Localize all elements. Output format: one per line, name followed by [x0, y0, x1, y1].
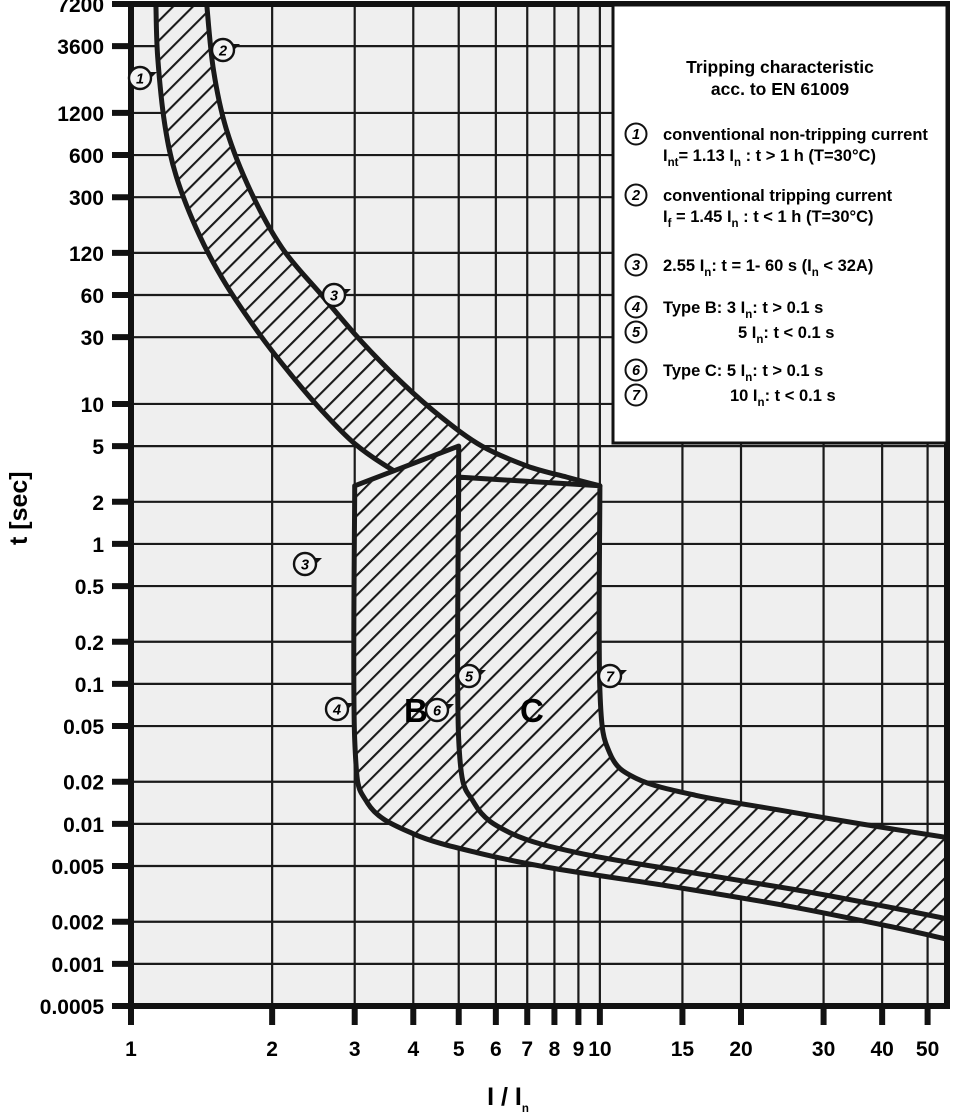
x-tick-label: 20 — [729, 1038, 752, 1061]
plot-frame — [128, 1, 950, 1009]
legend-entry-3: 3 2.55 In: t = 1- 60 s (In < 32A) — [624, 253, 873, 279]
y-tick-label: 7200 — [57, 0, 104, 17]
x-axis-title: I / In — [487, 1083, 529, 1115]
y-tick-label: 1 — [92, 534, 104, 557]
legend-marker-5: 5 — [632, 325, 641, 341]
legend-entry-4-line1: Type B: 3 In: t > 0.1 s — [663, 299, 823, 321]
x-tick-label: 7 — [521, 1038, 533, 1061]
callout-marker-label: 7 — [606, 670, 615, 686]
y-tick-label: 5 — [92, 436, 104, 459]
callout-marker-3a: 3 — [321, 282, 351, 308]
plot-callout-markers: 1 2 3 3 4 5 6 7 — [127, 37, 627, 723]
legend-entry-2: 2 conventional tripping current If = 1.4… — [624, 183, 893, 230]
x-tick-label: 5 — [453, 1038, 465, 1061]
y-tick-label: 0.0005 — [40, 996, 105, 1019]
x-axis-title-text: I / In — [487, 1083, 529, 1115]
y-tick-label: 0.005 — [51, 856, 104, 879]
y-tick-label: 0.1 — [75, 674, 105, 697]
axis-ticks — [112, 1, 931, 1025]
callout-marker-4: 4 — [324, 696, 354, 722]
legend-entry-6: 6 Type C: 5 In: t > 0.1 s — [624, 358, 823, 384]
legend-entry-7-line1: 10 In: t < 0.1 s — [730, 387, 836, 409]
x-tick-label: 30 — [812, 1038, 835, 1061]
legend-marker-1: 1 — [632, 127, 640, 143]
y-tick-label: 3600 — [57, 36, 104, 59]
x-axis-title-main: I / I — [487, 1083, 522, 1111]
y-axis-title: t [sec] — [5, 471, 33, 545]
y-tick-label: 60 — [81, 285, 104, 308]
y-tick-label: 1200 — [57, 103, 104, 126]
callout-marker-2: 2 — [210, 37, 240, 63]
x-axis-title-sub: n — [522, 1103, 529, 1115]
legend-entry-2-line1: conventional tripping current — [663, 187, 893, 205]
legend-entry-7: 7 10 In: t < 0.1 s — [624, 383, 836, 409]
legend-box: Tripping characteristic acc. to EN 61009… — [611, 3, 949, 445]
legend-marker-7: 7 — [632, 388, 641, 404]
legend-entry-4: 4 Type B: 3 In: t > 0.1 s — [624, 295, 823, 321]
legend-marker-6: 6 — [632, 363, 641, 379]
y-tick-label: 0.001 — [51, 954, 104, 977]
y-axis-title-text: t [sec] — [5, 471, 33, 545]
callout-marker-label: 4 — [332, 703, 341, 719]
y-tick-label: 0.02 — [63, 772, 104, 795]
y-tick-label: 10 — [81, 394, 104, 417]
x-tick-label: 4 — [407, 1038, 419, 1061]
legend-title-line1: Tripping characteristic — [686, 57, 874, 77]
x-tick-label: 10 — [588, 1038, 611, 1061]
x-tick-label: 50 — [916, 1038, 939, 1061]
y-tick-label: 0.5 — [75, 576, 105, 599]
legend-entry-1-line2: Int= 1.13 In : t > 1 h (T=30°C) — [663, 147, 876, 169]
curve-bands — [153, 4, 947, 942]
x-tick-label: 40 — [870, 1038, 893, 1061]
y-tick-label: 0.2 — [75, 632, 104, 655]
y-tick-label: 300 — [69, 187, 104, 210]
y-tick-label: 30 — [81, 327, 104, 350]
x-tick-label: 3 — [349, 1038, 361, 1061]
x-tick-label: 15 — [671, 1038, 695, 1061]
legend-title-line2: acc. to EN 61009 — [711, 79, 849, 99]
callout-marker-3b: 3 — [292, 551, 322, 577]
y-tick-label: 2 — [92, 492, 104, 515]
x-tick-label: 8 — [549, 1038, 561, 1061]
callout-marker-1: 1 — [127, 65, 157, 91]
legend-entry-1: 1 conventional non-tripping current Int=… — [624, 122, 928, 169]
legend-entry-5-line1: 5 In: t < 0.1 s — [738, 324, 834, 346]
region-label-c: C — [520, 692, 544, 729]
y-tick-label: 600 — [69, 145, 104, 168]
callout-marker-label: 5 — [465, 670, 474, 686]
legend-marker-2: 2 — [631, 188, 640, 204]
callout-marker-label: 2 — [218, 44, 227, 60]
x-axis-tick-labels: 1 2 3 4 5 6 7 8 9 10 15 20 30 40 50 — [125, 1038, 939, 1061]
y-tick-label: 120 — [69, 243, 104, 266]
callout-marker-7: 7 — [597, 663, 627, 689]
legend-marker-3: 3 — [632, 258, 640, 274]
legend-entry-2-line2: If = 1.45 In : t < 1 h (T=30°C) — [663, 208, 874, 230]
x-tick-label: 2 — [266, 1038, 278, 1061]
callout-marker-label: 3 — [330, 289, 338, 305]
y-tick-label: 0.05 — [63, 716, 104, 739]
x-tick-label: 9 — [573, 1038, 585, 1061]
region-label-b: B — [404, 692, 428, 729]
callout-marker-label: 3 — [301, 558, 309, 574]
callout-marker-label: 6 — [433, 704, 442, 720]
callout-marker-5: 5 — [456, 663, 486, 689]
x-tick-label: 6 — [490, 1038, 502, 1061]
legend-marker-4: 4 — [631, 300, 640, 316]
y-tick-label: 0.01 — [63, 814, 104, 837]
legend-entry-5: 5 5 In: t < 0.1 s — [624, 320, 834, 346]
y-tick-label: 0.002 — [51, 912, 104, 935]
legend-entry-6-line1: Type C: 5 In: t > 0.1 s — [663, 362, 823, 384]
callout-marker-label: 1 — [136, 72, 144, 88]
legend-entry-1-line1: conventional non-tripping current — [663, 126, 928, 144]
callout-marker-6: 6 — [424, 697, 454, 723]
x-tick-label: 1 — [125, 1038, 137, 1061]
legend-entry-3-line1: 2.55 In: t = 1- 60 s (In < 32A) — [663, 257, 873, 279]
y-axis-tick-labels: 7200 3600 1200 600 300 120 60 30 10 5 2 1 0.5 0.2 0.1 0… — [40, 0, 105, 1019]
